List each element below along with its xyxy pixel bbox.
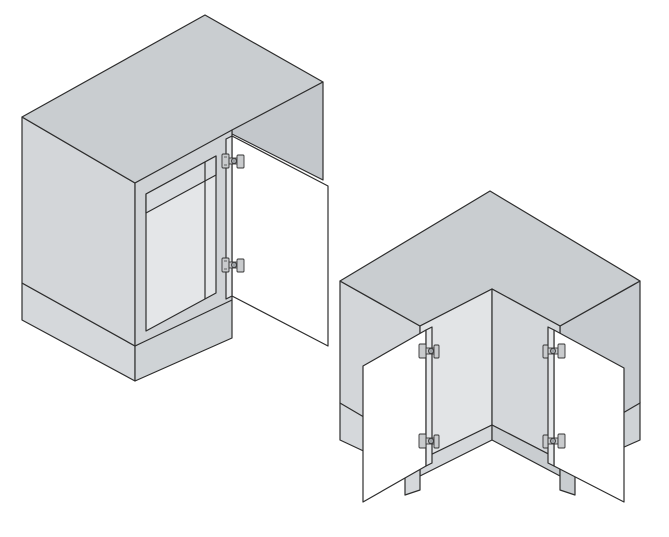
hinge-icon xyxy=(418,433,440,449)
corner-cabinet xyxy=(339,190,641,503)
hinge-icon xyxy=(418,343,440,359)
hinge-icon xyxy=(221,257,245,273)
base-cabinet xyxy=(21,14,329,382)
corner-cabinet-door-left-edge xyxy=(425,326,433,467)
base-cabinet-interior-shade xyxy=(145,155,217,214)
hinge-icon xyxy=(542,343,566,359)
hinge-icon xyxy=(221,153,245,169)
hinge-icon xyxy=(542,433,566,449)
corner-cabinet-door-right-edge xyxy=(547,326,555,467)
